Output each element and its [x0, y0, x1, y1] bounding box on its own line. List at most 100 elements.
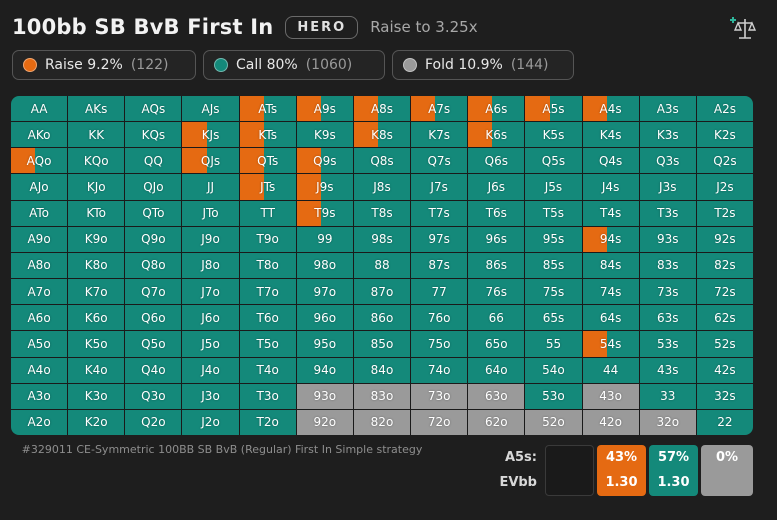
hand-cell-J6s[interactable]: J6s	[468, 174, 525, 200]
hand-cell-T7s[interactable]: T7s	[411, 200, 468, 226]
fold-filter-pill[interactable]: Fold 10.9% (144)	[392, 50, 574, 80]
hand-cell-Q9o[interactable]: Q9o	[125, 226, 182, 252]
hand-cell-96s[interactable]: 96s	[468, 226, 525, 252]
hand-cell-ATo[interactable]: ATo	[11, 200, 68, 226]
hand-cell-A7o[interactable]: A7o	[11, 279, 68, 305]
hand-cell-77[interactable]: 77	[411, 279, 468, 305]
hand-cell-K6s[interactable]: K6s	[468, 122, 525, 148]
hand-cell-J7o[interactable]: J7o	[182, 279, 239, 305]
hand-cell-K5o[interactable]: K5o	[68, 331, 125, 357]
hand-cell-62s[interactable]: 62s	[696, 305, 753, 331]
hand-cell-72s[interactable]: 72s	[696, 279, 753, 305]
hand-cell-32s[interactable]: 32s	[696, 383, 753, 409]
hand-cell-A4o[interactable]: A4o	[11, 357, 68, 383]
hand-cell-J2o[interactable]: J2o	[182, 409, 239, 435]
hand-cell-J8o[interactable]: J8o	[182, 252, 239, 279]
hand-cell-AKs[interactable]: AKs	[68, 96, 125, 122]
hand-cell-A2s[interactable]: A2s	[696, 96, 753, 122]
hand-cell-Q8o[interactable]: Q8o	[125, 252, 182, 279]
hand-cell-T2s[interactable]: T2s	[696, 200, 753, 226]
hand-cell-76o[interactable]: 76o	[411, 305, 468, 331]
hand-cell-QQ[interactable]: QQ	[125, 148, 182, 174]
hand-cell-73s[interactable]: 73s	[639, 279, 696, 305]
hand-cell-AJs[interactable]: AJs	[182, 96, 239, 122]
hand-cell-J4s[interactable]: J4s	[582, 174, 639, 200]
hand-cell-54o[interactable]: 54o	[525, 357, 582, 383]
hand-cell-J8s[interactable]: J8s	[353, 174, 411, 200]
hand-cell-J5o[interactable]: J5o	[182, 331, 239, 357]
hand-cell-Q4o[interactable]: Q4o	[125, 357, 182, 383]
hand-cell-Q7s[interactable]: Q7s	[411, 148, 468, 174]
hand-cell-84s[interactable]: 84s	[582, 252, 639, 279]
hand-cell-AQs[interactable]: AQs	[125, 96, 182, 122]
hand-cell-K9s[interactable]: K9s	[296, 122, 353, 148]
hand-cell-KQo[interactable]: KQo	[68, 148, 125, 174]
hand-cell-A9o[interactable]: A9o	[11, 226, 68, 252]
hand-cell-43s[interactable]: 43s	[639, 357, 696, 383]
hand-cell-Q5o[interactable]: Q5o	[125, 331, 182, 357]
hand-cell-98s[interactable]: 98s	[353, 226, 411, 252]
hand-cell-T3s[interactable]: T3s	[639, 200, 696, 226]
hand-cell-64s[interactable]: 64s	[582, 305, 639, 331]
hand-cell-T8s[interactable]: T8s	[353, 200, 411, 226]
hand-cell-JJ[interactable]: JJ	[182, 174, 239, 200]
hand-cell-72o[interactable]: 72o	[411, 409, 468, 435]
hand-cell-QJs[interactable]: QJs	[182, 148, 239, 174]
hand-cell-93s[interactable]: 93s	[639, 226, 696, 252]
hand-cell-Q6o[interactable]: Q6o	[125, 305, 182, 331]
hand-cell-K5s[interactable]: K5s	[525, 122, 582, 148]
hand-cell-KK[interactable]: KK	[68, 122, 125, 148]
hand-cell-T4o[interactable]: T4o	[239, 357, 296, 383]
hand-cell-T8o[interactable]: T8o	[239, 252, 296, 279]
hand-cell-92s[interactable]: 92s	[696, 226, 753, 252]
hand-cell-K6o[interactable]: K6o	[68, 305, 125, 331]
hand-cell-T5o[interactable]: T5o	[239, 331, 296, 357]
hand-cell-Q2o[interactable]: Q2o	[125, 409, 182, 435]
hand-cell-K3s[interactable]: K3s	[639, 122, 696, 148]
hand-cell-A8o[interactable]: A8o	[11, 252, 68, 279]
hand-cell-A4s[interactable]: A4s	[582, 96, 639, 122]
hand-cell-A6s[interactable]: A6s	[468, 96, 525, 122]
hand-cell-JTs[interactable]: JTs	[239, 174, 296, 200]
hand-cell-KJo[interactable]: KJo	[68, 174, 125, 200]
hand-cell-65o[interactable]: 65o	[468, 331, 525, 357]
hand-cell-95o[interactable]: 95o	[296, 331, 353, 357]
hand-cell-66[interactable]: 66	[468, 305, 525, 331]
scale-plus-icon[interactable]	[727, 16, 757, 42]
hand-cell-J3s[interactable]: J3s	[639, 174, 696, 200]
hand-cell-AA[interactable]: AA	[11, 96, 68, 122]
hand-cell-T6s[interactable]: T6s	[468, 200, 525, 226]
hand-cell-AQo[interactable]: AQo	[11, 148, 68, 174]
hand-cell-86s[interactable]: 86s	[468, 252, 525, 279]
hand-cell-J4o[interactable]: J4o	[182, 357, 239, 383]
hand-cell-T2o[interactable]: T2o	[239, 409, 296, 435]
hand-cell-96o[interactable]: 96o	[296, 305, 353, 331]
hand-cell-83o[interactable]: 83o	[353, 383, 411, 409]
hand-cell-82s[interactable]: 82s	[696, 252, 753, 279]
hand-cell-88[interactable]: 88	[353, 252, 411, 279]
hand-cell-22[interactable]: 22	[696, 409, 753, 435]
hand-cell-QJo[interactable]: QJo	[125, 174, 182, 200]
raise-filter-pill[interactable]: Raise 9.2% (122)	[12, 50, 196, 80]
hand-cell-K8o[interactable]: K8o	[68, 252, 125, 279]
hand-cell-82o[interactable]: 82o	[353, 409, 411, 435]
hand-cell-KJs[interactable]: KJs	[182, 122, 239, 148]
hero-badge[interactable]: HERO	[285, 15, 359, 39]
hand-cell-Q8s[interactable]: Q8s	[353, 148, 411, 174]
hand-cell-J6o[interactable]: J6o	[182, 305, 239, 331]
hand-cell-Q7o[interactable]: Q7o	[125, 279, 182, 305]
hand-cell-87o[interactable]: 87o	[353, 279, 411, 305]
hand-cell-K7s[interactable]: K7s	[411, 122, 468, 148]
hand-cell-84o[interactable]: 84o	[353, 357, 411, 383]
hand-cell-63s[interactable]: 63s	[639, 305, 696, 331]
hand-cell-33[interactable]: 33	[639, 383, 696, 409]
hand-cell-75s[interactable]: 75s	[525, 279, 582, 305]
hand-cell-85s[interactable]: 85s	[525, 252, 582, 279]
hand-cell-AKo[interactable]: AKo	[11, 122, 68, 148]
hand-cell-44[interactable]: 44	[582, 357, 639, 383]
hand-cell-K7o[interactable]: K7o	[68, 279, 125, 305]
hand-cell-65s[interactable]: 65s	[525, 305, 582, 331]
hand-cell-A8s[interactable]: A8s	[353, 96, 411, 122]
call-filter-pill[interactable]: Call 80% (1060)	[203, 50, 385, 80]
hand-cell-T9s[interactable]: T9s	[296, 200, 353, 226]
